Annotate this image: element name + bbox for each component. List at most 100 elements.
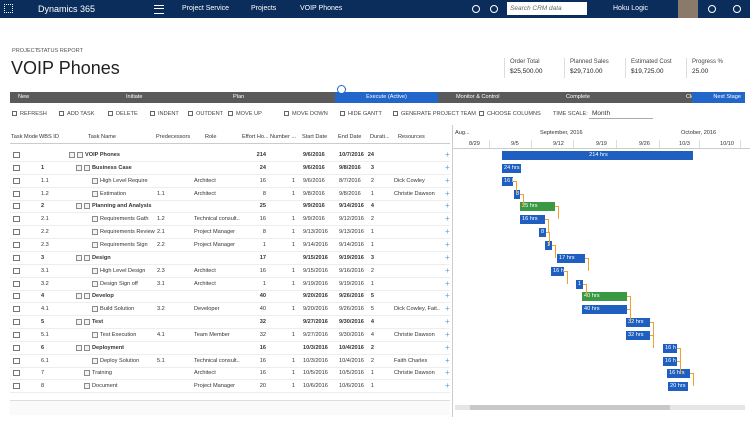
toolbar-button[interactable]: MOVE DOWN [292,111,328,117]
task-mode-icon[interactable] [13,241,20,248]
add-resource[interactable]: + [445,304,450,314]
gantt-scroll-thumb[interactable] [470,405,670,410]
search-box[interactable]: Search CRM data [507,2,587,15]
gantt-bar[interactable]: 16 h [663,343,677,353]
task-mode-icon[interactable] [13,152,20,158]
add-resource[interactable]: + [445,368,450,378]
gantt-bar[interactable]: 16 hrs [667,369,690,379]
expand-toggle[interactable] [76,254,82,261]
column-header[interactable]: Predecessors [156,134,191,140]
add-resource[interactable]: + [445,381,450,391]
task-name[interactable]: High Level Require [100,177,148,184]
column-header[interactable]: Role [205,134,217,140]
column-header[interactable]: End Date [338,134,362,140]
task-name[interactable]: Design [92,254,111,261]
add-resource[interactable]: + [445,329,450,339]
gantt-bar[interactable]: 1 [545,240,552,250]
add-resource[interactable]: + [445,239,450,249]
task-mode-icon[interactable] [13,216,20,223]
toolbar-button[interactable]: INDENT [158,111,179,117]
stage[interactable]: Plan [233,94,245,100]
task-name[interactable]: Business Case [92,164,132,171]
add-resource[interactable]: + [445,227,450,237]
column-header[interactable]: Start Date [302,134,328,140]
stage[interactable]: Execute (Active) [335,92,438,103]
task-mode-icon[interactable] [13,164,20,171]
task-mode-icon[interactable] [13,254,20,261]
expand-toggle[interactable] [69,152,75,158]
expand-toggle[interactable] [76,203,82,210]
gantt-bar[interactable]: 32 hrs [626,330,650,340]
add-resource[interactable]: + [445,278,450,288]
gantt-bar[interactable]: 8 [539,228,546,238]
task-mode-icon[interactable] [13,280,20,287]
menu-icon[interactable] [154,5,164,14]
task-name[interactable]: Build Solution [100,306,135,313]
expand-toggle[interactable] [76,344,82,351]
stage[interactable]: Monitor & Control [456,94,500,100]
task-name[interactable]: Training [92,370,113,377]
add-resource[interactable]: + [445,317,450,327]
task-mode-icon[interactable] [13,267,20,274]
task-name[interactable]: Deploy Solution [100,357,140,364]
task-name[interactable]: Document [92,383,118,390]
gantt-bar[interactable]: 8 h [514,189,520,199]
toolbar-button[interactable]: MOVE UP [236,111,262,117]
settings-icon[interactable] [708,5,716,13]
task-name[interactable]: Design Sign off [100,280,138,287]
gantt-bar[interactable]: 40 hrs [582,292,627,302]
gantt-bar[interactable]: 1 [576,279,583,289]
gantt-bar[interactable]: 214 hrs [502,151,693,160]
task-mode-icon[interactable] [13,344,20,351]
stage[interactable]: Complete [566,94,590,100]
stage[interactable]: Close [668,92,700,103]
clock-icon[interactable] [472,5,480,13]
gantt-bar[interactable]: 17 hrs [557,253,585,263]
task-name[interactable]: High Level Design [100,267,146,274]
column-header[interactable]: Effort Ho... [242,134,269,140]
gantt-bar[interactable]: 32 hrs [626,318,650,328]
task-name[interactable]: Requirements Gath [100,216,149,223]
task-name[interactable]: Test [92,319,104,326]
gantt-bar[interactable]: 40 hrs [582,305,627,315]
column-header[interactable]: Number ... [270,134,297,140]
app-launcher[interactable] [4,4,13,13]
add-resource[interactable]: + [445,355,450,365]
task-name[interactable]: Requirements Sign [100,241,148,248]
task-mode-icon[interactable] [13,370,20,377]
time-scale-select[interactable]: Month [589,108,653,119]
expand-toggle[interactable] [76,164,82,171]
gantt-bar[interactable]: 16 h [663,356,677,366]
add-resource[interactable]: + [445,265,450,275]
task-mode-icon[interactable] [13,293,20,300]
add-resource[interactable]: + [445,252,450,262]
add-resource[interactable]: + [445,150,450,159]
user-name[interactable]: Hoku Logic [613,5,649,12]
toolbar-button[interactable]: REFRESH [20,111,47,117]
task-mode-icon[interactable] [13,229,20,236]
gantt-bar[interactable]: 20 hrs [668,382,688,392]
form-selector[interactable]: STATUS REPORT [37,48,83,54]
add-resource[interactable]: + [445,201,450,211]
brand[interactable]: Dynamics 365 [38,4,96,14]
gantt-bar[interactable]: 25 hrs [520,202,555,212]
next-stage[interactable]: Next Stage [692,92,745,103]
column-header[interactable]: Resources [398,134,425,140]
column-header[interactable]: Task Mode [11,134,39,140]
help-icon[interactable] [733,5,741,13]
add-resource[interactable]: + [445,175,450,185]
gantt-bar[interactable]: 16 hrs [520,215,545,225]
task-mode-icon[interactable] [13,331,20,338]
task-mode-icon[interactable] [13,383,20,390]
add-resource[interactable]: + [445,188,450,198]
task-mode-icon[interactable] [13,190,20,197]
nav-item[interactable]: Project Service [182,5,230,12]
task-name[interactable]: Test Execution [100,331,137,338]
task-name[interactable]: Requirements Review [100,229,155,236]
column-header[interactable]: WBS ID [39,134,59,140]
task-name[interactable]: Planning and Analysis [92,203,152,210]
column-header[interactable]: Task Name [88,134,116,140]
toolbar-button[interactable]: HIDE GANTT [348,111,382,117]
task-name[interactable]: VOIP Phones [85,152,121,158]
toolbar-button[interactable]: OUTDENT [196,111,224,117]
